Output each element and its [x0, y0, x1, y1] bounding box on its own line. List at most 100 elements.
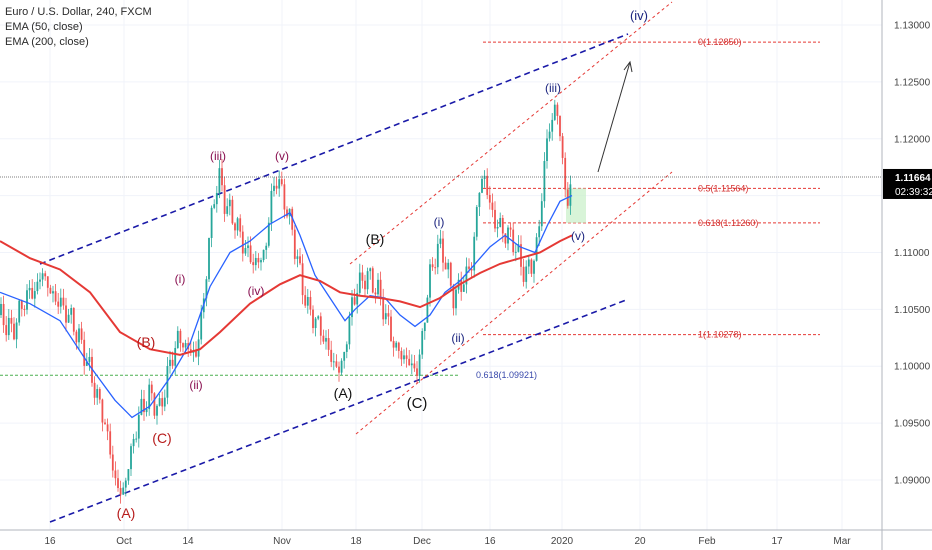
candle-body — [39, 279, 41, 282]
x-tick-label: Oct — [116, 536, 132, 547]
candle-body — [332, 361, 335, 363]
y-tick-label: 1.10000 — [894, 362, 931, 373]
candle-body — [353, 297, 356, 305]
countdown-label: 02:39:32 — [895, 187, 932, 198]
wave-label: (A) — [117, 505, 136, 521]
candle-body — [530, 259, 533, 274]
candle-body — [83, 339, 86, 366]
candle-body — [371, 268, 374, 293]
trend-channels — [39, 1, 673, 523]
candle-body — [137, 414, 140, 439]
candle-body — [117, 478, 119, 489]
x-tick-label: Nov — [273, 536, 291, 547]
candle-body — [241, 231, 244, 254]
candle-body — [13, 323, 15, 340]
candle-body — [379, 279, 382, 298]
candle-body — [182, 343, 184, 348]
candle-body — [496, 227, 499, 229]
candle-body — [275, 185, 278, 189]
candle-body — [80, 328, 83, 340]
candle-body — [124, 480, 127, 488]
candle-body — [501, 217, 504, 234]
candle-body — [327, 338, 330, 350]
candle-body — [538, 226, 541, 238]
candle-body — [304, 295, 307, 306]
x-tick-label: Feb — [698, 536, 716, 547]
candle-body — [10, 317, 13, 324]
candle-body — [517, 244, 520, 252]
candle-body — [416, 368, 418, 376]
candle-body — [319, 316, 322, 336]
candle-body — [33, 291, 36, 299]
candle-body — [20, 300, 23, 309]
candle-body — [5, 325, 8, 336]
channel-lower-blue — [49, 299, 627, 523]
candle-body — [26, 290, 28, 310]
candle-body — [475, 207, 478, 237]
candle-body — [546, 138, 548, 162]
candle-body — [348, 317, 351, 345]
candle-body — [262, 249, 265, 261]
candle-body — [122, 487, 125, 495]
candle-body — [312, 309, 314, 329]
wave-label: (B) — [366, 231, 385, 247]
candle-body — [286, 209, 288, 217]
candle-body — [551, 119, 554, 132]
candle-body — [93, 382, 96, 398]
wave-label: (C) — [407, 395, 428, 412]
candle-body — [449, 262, 452, 286]
candle-body — [265, 245, 268, 250]
candle-body — [278, 179, 281, 189]
candle-body — [46, 276, 49, 288]
candle-body — [351, 297, 353, 318]
candle-body — [330, 349, 333, 362]
candle-body — [140, 398, 143, 415]
candle-body — [184, 343, 187, 348]
indicator-ema50[interactable]: EMA (50, close) — [5, 21, 83, 33]
candle-body — [325, 338, 327, 342]
candle-body — [85, 361, 88, 366]
candle-body — [257, 257, 260, 263]
candle-body — [356, 292, 359, 305]
candle-body — [226, 206, 229, 214]
wave-label: (ii) — [451, 331, 464, 345]
x-tick-label: Mar — [833, 536, 851, 547]
candle-body — [442, 238, 444, 263]
candle-body — [31, 287, 34, 299]
candle-body — [338, 366, 340, 373]
candle-body — [195, 350, 197, 357]
candle-body — [462, 284, 465, 292]
candle-body — [174, 347, 177, 366]
x-tick-label: 20 — [634, 536, 646, 547]
candle-body — [405, 355, 408, 359]
candle-body — [179, 330, 182, 344]
candle-body — [54, 291, 57, 302]
candle-body — [218, 168, 221, 193]
candle-body — [314, 318, 317, 329]
candle-body — [452, 285, 455, 309]
candle-body — [384, 313, 387, 320]
candle-body — [267, 222, 270, 246]
candle-body — [533, 260, 535, 274]
candle-body — [540, 201, 543, 227]
candle-body — [132, 438, 135, 447]
grid-lines — [0, 0, 882, 530]
y-tick-label: 1.09000 — [894, 475, 931, 486]
current-price-box — [883, 168, 932, 199]
indicator-ema200[interactable]: EMA (200, close) — [5, 36, 89, 48]
candle-body — [543, 161, 546, 202]
annotations — [597, 60, 633, 173]
candle-body — [358, 272, 361, 293]
candle-body — [88, 356, 91, 362]
candle-body — [335, 361, 338, 367]
candle-body — [96, 389, 99, 398]
candle-body — [59, 297, 62, 307]
candle-body — [483, 175, 486, 179]
candle-body — [317, 316, 320, 319]
fib-level-label: 0.5(1.11564) — [698, 183, 748, 193]
wave-labels: (iii) (v) (i) (ii) (iv) (B) (C) (A) (B) (A) (C) (i)… — [117, 8, 648, 521]
wave-label: (A) — [334, 385, 353, 401]
candle-body — [408, 358, 411, 366]
candle-body — [559, 115, 561, 137]
